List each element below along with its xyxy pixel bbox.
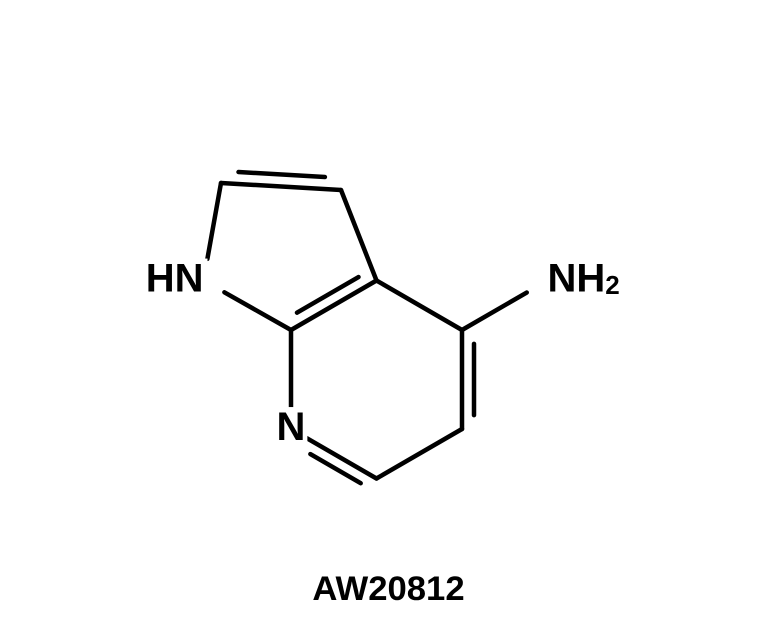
molecule-structure: NNH2HN bbox=[0, 0, 777, 631]
compound-label: AW20812 bbox=[0, 570, 777, 609]
figure-canvas: NNH2HN AW20812 bbox=[0, 0, 777, 631]
atom-label-N_pyridine: N bbox=[277, 405, 306, 449]
atom-label-NH_pyrrole: HN bbox=[146, 256, 204, 300]
